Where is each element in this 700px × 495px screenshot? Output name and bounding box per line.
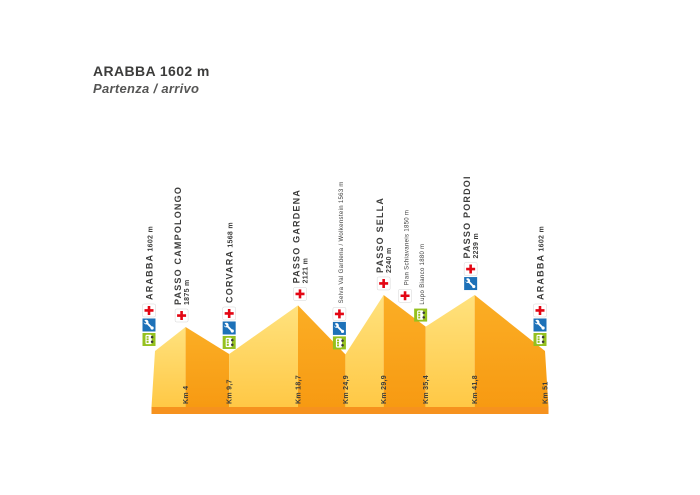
profile-mountain-face xyxy=(229,305,298,407)
point-label: ARABBA 1602 m xyxy=(142,226,156,346)
first-aid-icon xyxy=(332,307,347,321)
point-label-text: PASSO CAMPOLONGO1875 m xyxy=(173,186,191,305)
point-label: Lupo Bianco 1880 m xyxy=(414,244,428,322)
wrench-icon xyxy=(533,318,547,332)
point-label: PASSO SELLA2240 m xyxy=(375,197,393,291)
bus-icon xyxy=(142,332,156,346)
km-marker: Km 9,7 xyxy=(227,379,234,404)
point-label: PASSO CAMPOLONGO1875 m xyxy=(173,186,191,323)
wrench-icon xyxy=(464,277,478,291)
profile-base-strip xyxy=(151,407,549,414)
point-label: ARABBA 1602 m xyxy=(533,226,547,346)
point-label: PASSO GARDENA2121 m xyxy=(292,189,310,301)
point-label: Selva Val Gardena / Wolkenstein 1563 m xyxy=(332,181,347,350)
first-aid-icon xyxy=(463,262,478,276)
point-label-text: PASSO SELLA2240 m xyxy=(375,197,393,273)
wrench-icon xyxy=(142,318,156,332)
point-label-text: Lupo Bianco 1880 m xyxy=(420,244,426,305)
km-marker: Km 41,8 xyxy=(472,375,479,404)
wrench-icon xyxy=(222,321,236,335)
point-label: Pian Schiavaneis 1850 m xyxy=(398,210,412,303)
bus-icon xyxy=(332,336,346,350)
first-aid-icon xyxy=(376,276,391,291)
point-label-text: CORVARA 1568 m xyxy=(225,222,235,303)
km-marker: Km 18,7 xyxy=(296,375,303,404)
wrench-icon xyxy=(332,321,346,335)
first-aid-icon xyxy=(142,303,156,318)
start-location-title: ARABBA 1602 m xyxy=(93,63,210,79)
profile-mountain-face xyxy=(185,327,230,407)
bus-icon xyxy=(222,335,236,349)
point-label: PASSO PORDOI2239 m xyxy=(462,175,480,291)
profile-mountain-face xyxy=(425,295,475,407)
point-label: CORVARA 1568 m xyxy=(222,222,236,349)
start-finish-subtitle: Partenza / arrivo xyxy=(93,80,200,96)
page-title: ARABBA 1602 m Partenza / arrivo xyxy=(93,63,210,97)
bus-icon xyxy=(533,332,547,346)
first-aid-icon xyxy=(293,287,307,301)
first-aid-icon xyxy=(533,303,547,318)
point-label-text: ARABBA 1602 m xyxy=(145,226,155,300)
profile-mountain-face xyxy=(345,294,384,407)
point-label-text: Pian Schiavaneis 1850 m xyxy=(405,210,411,285)
profile-mountain-face xyxy=(151,327,186,407)
km-marker: Km 24,9 xyxy=(343,375,350,404)
km-marker: Km 35,4 xyxy=(423,375,430,404)
profile-mountain-face xyxy=(298,305,346,407)
point-label-text: ARABBA 1602 m xyxy=(536,226,546,300)
first-aid-icon xyxy=(174,308,189,323)
point-label-text: PASSO GARDENA2121 m xyxy=(292,189,310,283)
first-aid-icon xyxy=(398,289,412,303)
profile-mountain-face xyxy=(474,295,549,407)
point-label-text: Selva Val Gardena / Wolkenstein 1563 m xyxy=(339,181,345,303)
km-marker: Km 29,9 xyxy=(381,375,388,404)
profile-mountain-face xyxy=(383,294,426,407)
km-marker: Km 51 xyxy=(543,381,550,404)
km-marker: Km 4 xyxy=(183,386,190,404)
first-aid-icon xyxy=(222,306,236,321)
point-label-text: PASSO PORDOI2239 m xyxy=(462,175,480,258)
bus-icon xyxy=(414,308,428,322)
